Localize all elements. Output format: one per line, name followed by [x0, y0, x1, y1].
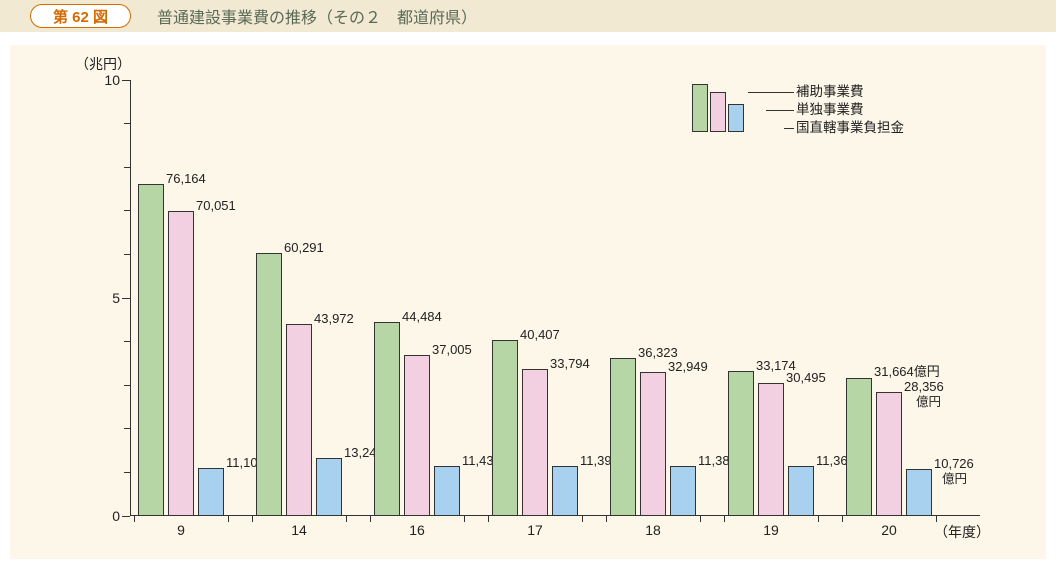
bar-value-label: 37,005: [432, 342, 472, 357]
x-tick: [724, 516, 725, 522]
x-tick: [252, 516, 253, 522]
y-tick: [124, 210, 130, 211]
x-tick: [582, 516, 583, 522]
x-tick: [936, 516, 937, 522]
x-category-label: 16: [409, 522, 425, 538]
legend-label-text: 国直轄事業負担金: [796, 120, 904, 136]
y-tick: [124, 167, 130, 168]
bar-hojo: [728, 371, 754, 516]
bar-hojo: [492, 340, 518, 516]
bar-kuni: [552, 466, 578, 516]
bar-hojo: [374, 322, 400, 516]
bar-kuni: [434, 466, 460, 516]
bar-value-label: 60,291: [284, 240, 324, 255]
bar-kuni: [906, 469, 932, 516]
y-tick: [124, 341, 130, 342]
bar-tandoku: [758, 383, 784, 516]
legend-swatch-tandoku: [710, 92, 726, 132]
y-axis-unit: （兆円）: [75, 54, 131, 74]
y-tick-label: 5: [90, 290, 120, 306]
bar-kuni: [788, 466, 814, 516]
x-tick: [134, 516, 135, 522]
x-tick: [700, 516, 701, 522]
x-category-label: 20: [881, 522, 897, 538]
legend-label-text: 補助事業費: [796, 84, 864, 100]
x-tick: [606, 516, 607, 522]
legend-leader-line: [748, 92, 794, 93]
y-tick: [124, 123, 130, 124]
figure-number-text: 第 62 図: [53, 6, 108, 27]
bar-value-label: 43,972: [314, 311, 354, 326]
x-tick: [346, 516, 347, 522]
x-tick: [370, 516, 371, 522]
chart-area: （兆円） （年度） 補助事業費単独事業費国直轄事業負担金 0510976,164…: [130, 80, 980, 516]
bar-hojo: [610, 358, 636, 516]
y-tick: [122, 298, 130, 299]
legend-swatches: [692, 84, 744, 132]
legend-item: 補助事業費: [748, 84, 904, 100]
legend-labels: 補助事業費単独事業費国直轄事業負担金: [748, 84, 904, 137]
bar-value-label: 76,164: [166, 171, 206, 186]
y-axis: [130, 80, 131, 516]
legend-swatch-kuni: [728, 104, 744, 132]
bar-value-label: 36,323: [638, 345, 678, 360]
bar-hojo: [256, 253, 282, 516]
x-category-label: 19: [763, 522, 779, 538]
bar-tandoku: [404, 355, 430, 516]
x-tick: [464, 516, 465, 522]
x-axis-unit: （年度）: [934, 522, 990, 542]
bar-value-label: 44,484: [402, 309, 442, 324]
legend-label-text: 単独事業費: [796, 102, 864, 118]
bar-value-label: 33,794: [550, 356, 590, 371]
y-tick: [122, 80, 130, 81]
bar-kuni: [198, 468, 224, 516]
bar-value-label: 31,664億円: [874, 361, 940, 380]
figure-container: 第 62 図 普通建設事業費の推移（その２ 都道府県） （兆円） （年度） 補助…: [0, 0, 1056, 569]
bar-tandoku: [286, 324, 312, 516]
legend: 補助事業費単独事業費国直轄事業負担金: [692, 84, 904, 137]
x-category-label: 17: [527, 522, 543, 538]
bar-kuni: [670, 466, 696, 516]
figure-number-pill: 第 62 図: [30, 4, 131, 28]
legend-leader-line: [766, 110, 794, 111]
bar-value-label: 32,949: [668, 359, 708, 374]
bar-tandoku: [876, 392, 902, 516]
title-bar: 第 62 図 普通建設事業費の推移（その２ 都道府県）: [0, 0, 1056, 32]
y-tick: [124, 385, 130, 386]
x-tick: [228, 516, 229, 522]
x-category-label: 18: [645, 522, 661, 538]
unit-annotation: 億円: [916, 391, 941, 410]
x-category-label: 14: [291, 522, 307, 538]
x-tick: [488, 516, 489, 522]
unit-annotation: 億円: [942, 468, 967, 487]
bar-hojo: [138, 184, 164, 516]
bar-value-label: 40,407: [520, 327, 560, 342]
y-tick: [124, 472, 130, 473]
x-tick: [842, 516, 843, 522]
bar-tandoku: [522, 369, 548, 516]
bar-tandoku: [640, 372, 666, 516]
x-category-label: 9: [177, 522, 185, 538]
bar-hojo: [846, 378, 872, 516]
figure-title: 普通建設事業費の推移（その２ 都道府県）: [157, 4, 477, 28]
bar-value-label: 30,495: [786, 370, 826, 385]
y-tick: [124, 254, 130, 255]
x-tick: [818, 516, 819, 522]
bar-kuni: [316, 458, 342, 516]
y-tick: [122, 516, 130, 517]
y-tick: [124, 428, 130, 429]
legend-item: 単独事業費: [748, 102, 904, 118]
y-tick-label: 10: [90, 72, 120, 88]
legend-item: 国直轄事業負担金: [748, 120, 904, 136]
bar-tandoku: [168, 211, 194, 516]
bar-value-label: 70,051: [196, 198, 236, 213]
legend-swatch-hojo: [692, 84, 708, 132]
y-tick-label: 0: [90, 508, 120, 524]
legend-leader-line: [784, 128, 794, 129]
